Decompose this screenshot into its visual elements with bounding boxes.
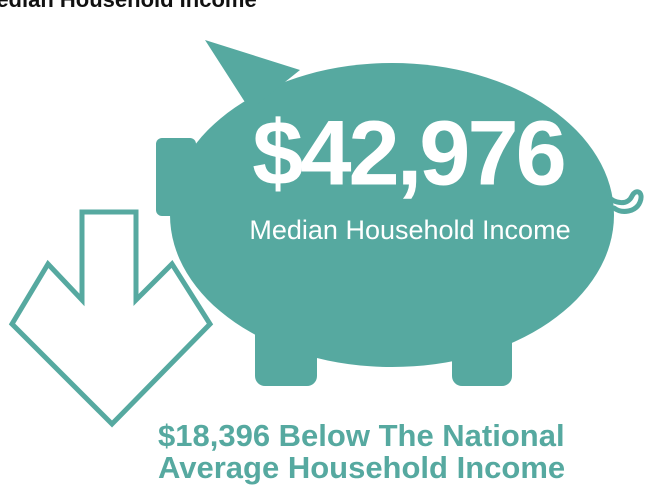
pig-snout — [156, 138, 196, 216]
pig-leg — [452, 300, 512, 386]
pig-leg — [255, 300, 317, 386]
comparison-line: Average Household Income — [158, 450, 565, 485]
pig-body — [170, 63, 614, 367]
income-label: Median Household Income — [249, 215, 570, 245]
piggy-bank — [156, 40, 614, 386]
income-amount: $42,976 — [252, 102, 564, 204]
title: Median Household Income — [0, 0, 257, 12]
down-arrow — [8, 209, 214, 428]
pig-tail — [603, 189, 644, 214]
comparison-line: $18,396 Below The National — [158, 418, 565, 453]
pig-ear — [205, 40, 300, 110]
